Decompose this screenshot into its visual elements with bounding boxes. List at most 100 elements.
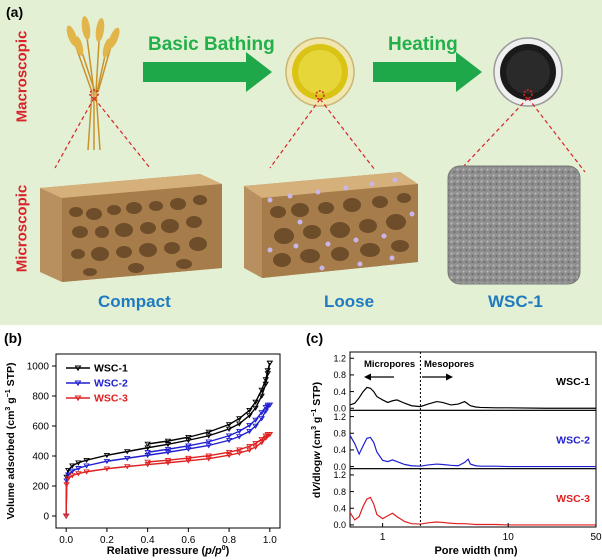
y-tick-label: 0.8: [333, 428, 346, 438]
desorption-line: [147, 404, 270, 453]
legend-label: WSC-2: [94, 378, 128, 390]
y-tick-label: 1000: [27, 362, 50, 373]
y-tick-label: 800: [32, 392, 49, 403]
adsorption-point: [124, 464, 131, 470]
chart-b-frame: [55, 353, 281, 529]
y-tick-label: 0.0: [333, 462, 346, 472]
desorption-point: [246, 408, 253, 414]
subplot-wsc-3: 0.0 0.4 0.8 1.2 WSC-3: [333, 468, 597, 530]
adsorption-point: [103, 453, 111, 459]
adsorption-point: [252, 405, 259, 411]
zoom-lines: [54, 97, 586, 173]
x-tick-label: 0.4: [141, 535, 155, 546]
legend-swatch-marker: [74, 380, 82, 387]
desorption-point: [266, 402, 274, 408]
desorption-point: [144, 441, 151, 447]
adsorption-point: [246, 413, 253, 419]
y-tick-label: 0.4: [333, 445, 346, 455]
pore-size-distribution-chart: 0.0 0.4 0.8 1.2 WSC-1 0.0 0.4 0.8 1.2 WSC-2 0.0 0.4…: [311, 351, 602, 557]
series-wsc-3: [62, 432, 274, 519]
series-wsc-2: [62, 402, 274, 519]
adsorption-point: [83, 469, 90, 475]
adsorption-point: [103, 466, 111, 472]
x-tick-label: 0.2: [100, 535, 114, 546]
chart-b-xlabel: Relative pressure (p/p0): [107, 545, 230, 557]
adsorption-point: [258, 416, 265, 422]
chart-c-xlabel: Pore width (nm): [434, 545, 517, 557]
desorption-point: [246, 444, 253, 450]
adsorption-point: [65, 472, 72, 478]
y-tick-label: 600: [32, 422, 49, 433]
caption-compact: Compact: [98, 292, 171, 311]
legend-label: WSC-3: [94, 393, 128, 405]
desorption-point: [164, 447, 172, 453]
desorption-point: [266, 360, 274, 366]
desorption-point: [225, 422, 233, 428]
panel-a-graphics: [40, 16, 586, 285]
desorption-point: [266, 432, 274, 438]
step-label-heating: Heating: [388, 34, 458, 55]
adsorption-point: [69, 473, 76, 479]
desorption-point: [262, 405, 269, 411]
y-tick-label: 0.8: [333, 487, 346, 497]
desorption-point: [185, 435, 192, 441]
desorption-point: [225, 450, 233, 456]
y-tick-label: 200: [32, 482, 49, 493]
adsorption-point: [65, 468, 72, 474]
arrow-left-head-icon: [364, 373, 371, 381]
legend-swatch-marker: [74, 395, 82, 402]
series-label: WSC-3: [556, 493, 590, 505]
step-label-basic-bathing: Basic Bathing: [148, 34, 275, 55]
y-tick-label: 0.0: [333, 520, 346, 530]
wheat-icon: [66, 16, 120, 151]
series-label: WSC-2: [556, 435, 590, 447]
adsorption-point: [75, 466, 82, 472]
y-tick-label: 1.2: [333, 412, 346, 422]
adsorption-point: [75, 471, 82, 477]
distribution-line: [349, 435, 596, 468]
loose-structure-block: [244, 172, 418, 278]
adsorption-point: [236, 421, 243, 427]
desorption-point: [262, 377, 269, 383]
panel-a-label: (a): [6, 4, 24, 20]
svg-text:Micropores: Micropores: [364, 359, 415, 370]
carbon-powder-dish-icon: [493, 37, 563, 107]
mesopores-annotation: Mesopores: [422, 359, 474, 381]
panel-b-label: (b): [4, 330, 22, 346]
chart-b-ylabel: Volume adsorbed (cm3 g−1 STP): [5, 363, 17, 520]
panel-c-label: (c): [306, 330, 324, 346]
desorption-point: [252, 399, 259, 405]
series-wsc-1: [62, 360, 274, 519]
compact-structure-block: [40, 174, 222, 282]
desorption-point: [258, 436, 265, 443]
x-tick-label: 0.0: [59, 535, 73, 546]
y-tick-label: 0: [43, 512, 49, 523]
subplot-wsc-2: 0.0 0.4 0.8 1.2 WSC-2: [333, 409, 597, 472]
desorption-point: [236, 429, 243, 435]
adsorption-line: [65, 362, 271, 517]
desorption-point: [236, 447, 243, 453]
legend-label: WSC-1: [94, 363, 128, 375]
legend-item-wsc-2: WSC-2: [66, 378, 128, 390]
legend-item-wsc-1: WSC-1: [66, 363, 128, 375]
x-tick-label: 1: [380, 532, 386, 543]
arrow-heating: [373, 52, 482, 92]
svg-text:Mesopores: Mesopores: [424, 359, 474, 370]
y-tick-label: 0.8: [333, 370, 346, 380]
micropores-annotation: Micropores: [364, 359, 415, 381]
yellow-solution-dish-icon: [285, 37, 355, 107]
distribution-line: [349, 386, 596, 409]
subplot-frame: [349, 468, 597, 528]
adsorption-point: [144, 462, 151, 468]
adsorption-point: [246, 429, 253, 435]
chart-c-ylabel: dV/dlogw (cm3 g−1 STP): [311, 382, 323, 498]
caption-loose: Loose: [324, 292, 375, 311]
x-tick-label: 0.6: [181, 535, 195, 546]
desorption-point: [246, 423, 253, 429]
y-tick-label: 0.4: [333, 503, 346, 513]
desorption-point: [264, 368, 271, 374]
adsorption-point: [63, 482, 70, 488]
desorption-point: [185, 443, 192, 449]
desorption-point: [205, 453, 212, 459]
adsorption-point: [103, 459, 111, 465]
